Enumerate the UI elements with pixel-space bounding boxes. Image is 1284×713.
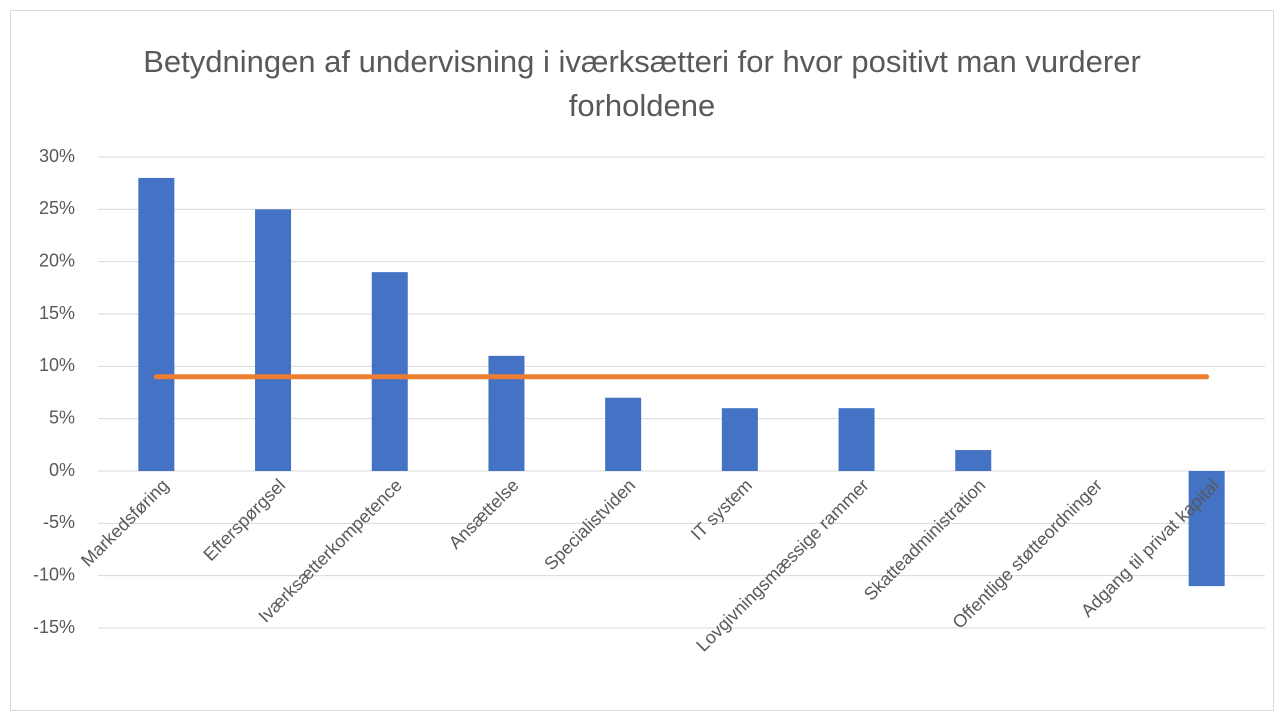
x-tick-label: Specialistviden — [540, 475, 639, 574]
chart-border — [10, 10, 1274, 711]
bar — [605, 397, 642, 471]
x-tick-label: IT system — [687, 475, 756, 544]
x-tick-label: Markedsføring — [77, 475, 172, 570]
x-tick-label: Skatteadministration — [860, 475, 989, 604]
y-tick-label: -10% — [33, 564, 75, 584]
y-tick-label: -5% — [43, 512, 75, 532]
bar — [838, 408, 875, 471]
bar — [721, 408, 758, 471]
bar — [255, 209, 292, 472]
x-tick-label: Ansættelse — [445, 475, 523, 553]
bar — [371, 272, 408, 471]
y-tick-label: 20% — [39, 250, 75, 270]
y-tick-label: 15% — [39, 303, 75, 323]
y-tick-label: 0% — [49, 460, 75, 480]
bar — [488, 355, 525, 471]
y-tick-label: 10% — [39, 355, 75, 375]
bar — [1188, 471, 1225, 587]
x-tick-label: Efterspørgsel — [199, 475, 289, 565]
y-tick-label: 25% — [39, 198, 75, 218]
y-tick-label: 5% — [49, 407, 75, 427]
bar — [138, 177, 175, 471]
chart-title: Betydningen af undervisning i iværksætte… — [143, 44, 1141, 123]
y-tick-label: -15% — [33, 617, 75, 637]
y-tick-label: 30% — [39, 146, 75, 166]
bar — [955, 450, 992, 471]
